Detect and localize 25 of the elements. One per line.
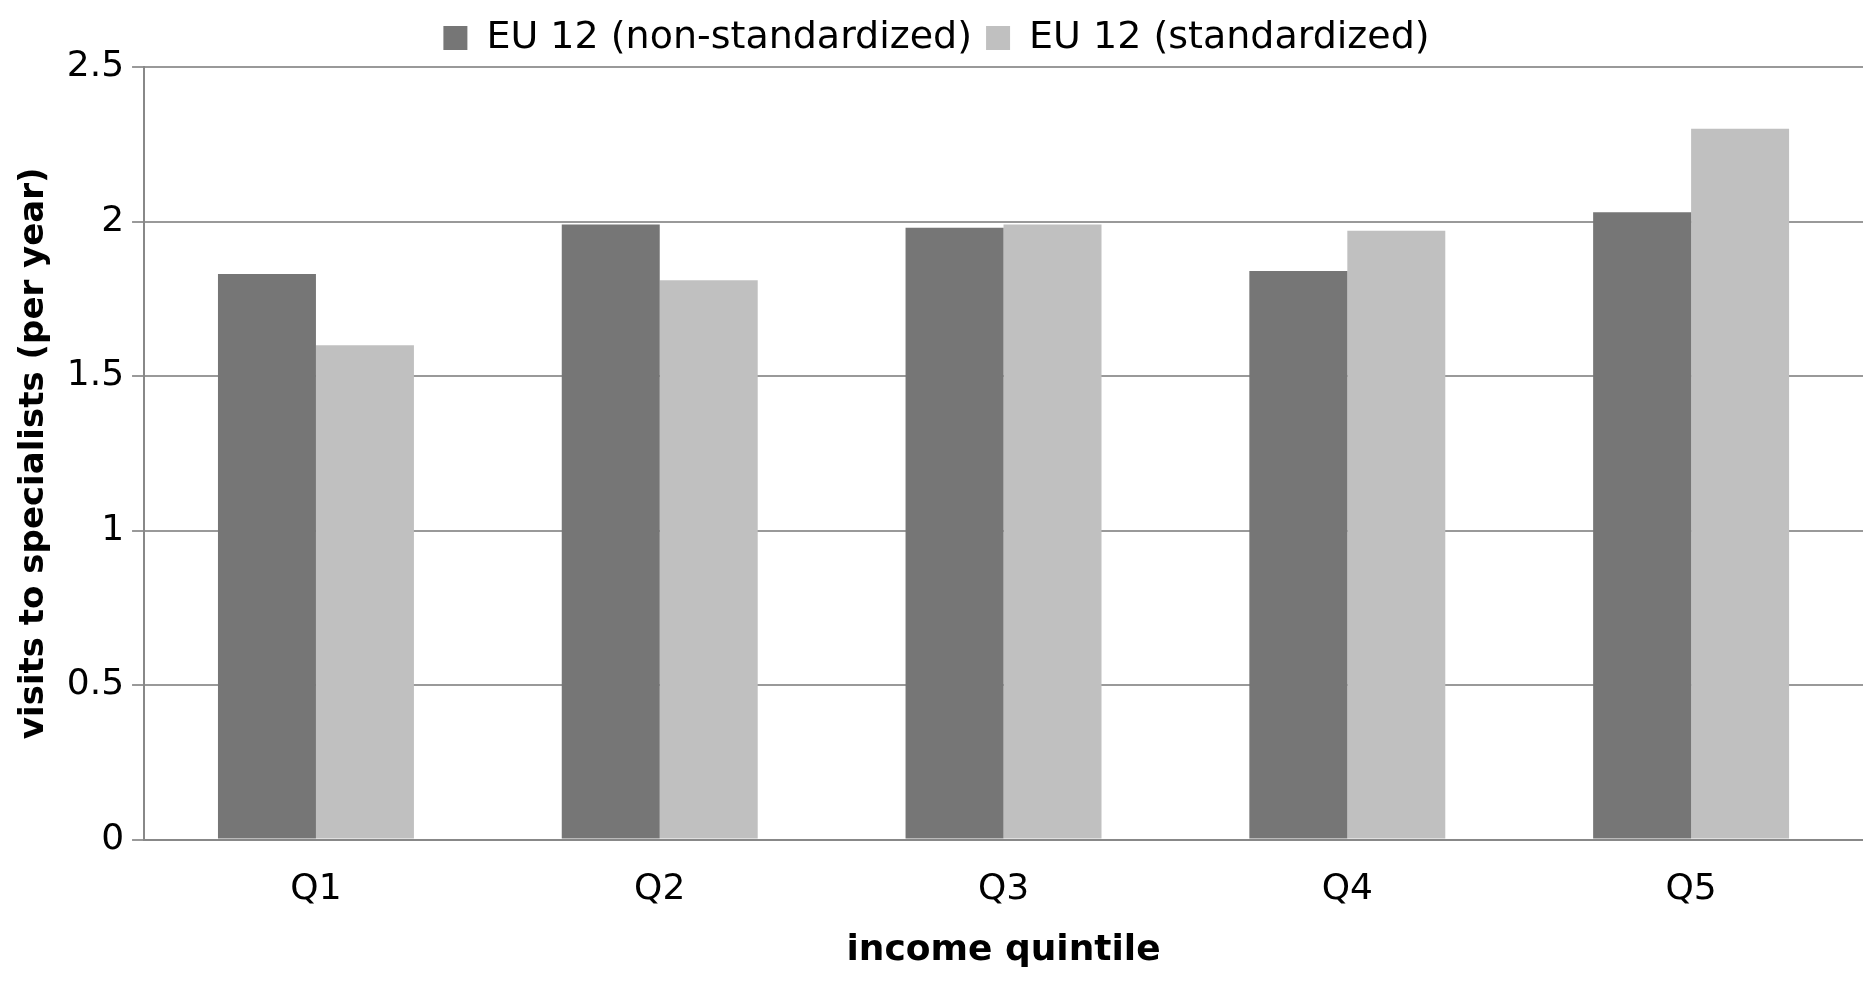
bar bbox=[217, 274, 316, 839]
bar bbox=[1347, 230, 1446, 839]
bar bbox=[561, 224, 660, 839]
y-tick-label: 0.5 bbox=[66, 661, 125, 703]
bar bbox=[315, 345, 414, 839]
bar bbox=[1249, 270, 1348, 839]
y-tick-label: 1 bbox=[101, 506, 125, 548]
y-axis-title: visits to specialists (per year) bbox=[11, 167, 52, 740]
y-tick-label: 2.5 bbox=[66, 43, 125, 85]
x-tick-label: Q4 bbox=[1321, 865, 1373, 907]
x-axis-title: income quintile bbox=[846, 926, 1161, 968]
bar bbox=[1003, 224, 1102, 839]
x-tick-label: Q5 bbox=[1665, 865, 1717, 907]
bar bbox=[1593, 212, 1692, 839]
bar bbox=[659, 280, 758, 839]
legend-label: EU 12 (non-standardized) bbox=[486, 12, 973, 57]
x-tick-label: Q2 bbox=[634, 865, 686, 907]
y-tick-label: 0 bbox=[101, 815, 125, 857]
x-tick-label: Q3 bbox=[977, 865, 1030, 907]
y-tick-label: 2 bbox=[101, 197, 125, 239]
bar bbox=[1691, 128, 1790, 839]
legend-label: EU 12 (standardized) bbox=[1029, 12, 1430, 57]
y-tick-label: 1.5 bbox=[66, 352, 125, 394]
x-tick-label: Q1 bbox=[290, 865, 342, 907]
bar bbox=[905, 227, 1004, 839]
